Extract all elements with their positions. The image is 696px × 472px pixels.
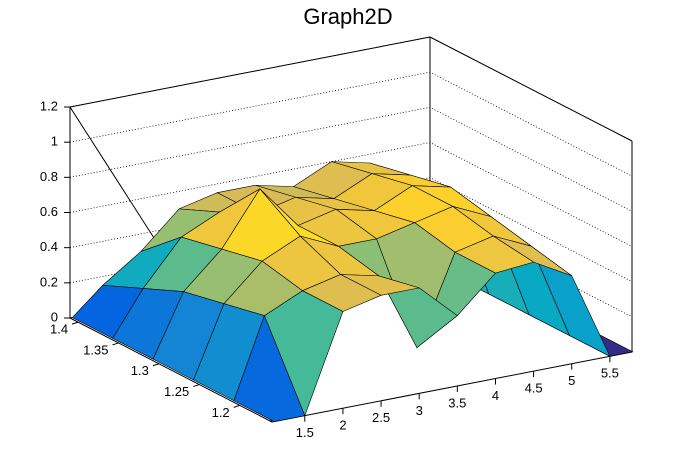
y-axis [69, 317, 273, 423]
x-tick-label: 5.5 [601, 366, 619, 381]
z-tick-label: 1.2 [40, 98, 58, 113]
y-tick-label: 1.4 [50, 322, 68, 337]
chart-title: Graph2D [303, 4, 392, 29]
grid-line [69, 71, 633, 177]
x-tick-label: 3.5 [448, 395, 466, 410]
y-tick [152, 363, 160, 367]
x-tick-label: 5 [568, 373, 575, 388]
grid-line [69, 106, 633, 212]
x-tick-label: 2.5 [372, 410, 390, 425]
y-tick [71, 321, 79, 325]
x-tick-label: 3 [416, 403, 423, 418]
z-tick-label: 0.4 [40, 239, 58, 254]
x-tick-label: 4.5 [525, 381, 543, 396]
y-tick [233, 404, 240, 408]
x-axis [271, 351, 633, 423]
y-tick [193, 384, 200, 388]
z-tick-label: 0.8 [40, 169, 58, 184]
x-tick-label: 2 [339, 418, 346, 433]
z-tick-label: 1 [51, 134, 58, 149]
x-tick-label: 4 [492, 388, 499, 403]
grid-line [69, 36, 633, 142]
surface-cell [233, 314, 306, 422]
y-tick-label: 1.25 [164, 384, 189, 399]
y-tick-label: 1.2 [212, 405, 230, 420]
z-tick-label: 0.2 [40, 274, 58, 289]
z-tick-label: 0 [51, 309, 58, 324]
grid-line [69, 177, 633, 283]
y-tick-label: 1.35 [83, 342, 108, 357]
x-tick-label: 1.5 [296, 425, 314, 440]
y-tick-label: 1.3 [131, 363, 149, 378]
y-tick [112, 342, 119, 346]
grid-line [69, 142, 633, 247]
z-tick-label: 0.6 [40, 204, 58, 219]
